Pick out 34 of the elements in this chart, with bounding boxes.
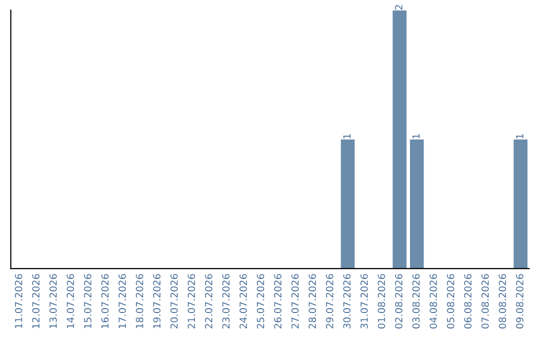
data-label: 1 bbox=[516, 134, 524, 138]
x-tick-label: 17.07.2026 bbox=[118, 274, 126, 328]
x-tick-label: 12.07.2026 bbox=[32, 274, 40, 328]
x-tick-label: 09.08.2026 bbox=[516, 274, 524, 328]
x-tick-label: 26.07.2026 bbox=[274, 274, 282, 328]
x-tick-label: 23.07.2026 bbox=[222, 274, 230, 328]
x-tick-label: 06.08.2026 bbox=[464, 274, 472, 328]
x-tick-label: 21.07.2026 bbox=[188, 274, 196, 328]
x-tick-label: 18.07.2026 bbox=[136, 274, 144, 328]
x-tick-label: 16.07.2026 bbox=[101, 274, 109, 328]
x-tick-label: 14.07.2026 bbox=[66, 274, 74, 328]
x-tick-label: 20.07.2026 bbox=[170, 274, 178, 328]
x-tick-label: 30.07.2026 bbox=[343, 274, 351, 328]
x-tick-label: 27.07.2026 bbox=[291, 274, 299, 328]
x-tick-label: 13.07.2026 bbox=[49, 274, 57, 328]
x-tick-label: 05.08.2026 bbox=[446, 274, 454, 328]
data-label: 2 bbox=[395, 5, 402, 10]
x-tick-label: 04.08.2026 bbox=[430, 274, 437, 328]
x-tick-label: 24.07.2026 bbox=[240, 274, 247, 328]
x-tick-label: 31.07.2026 bbox=[360, 274, 368, 328]
x-tick-label: 08.08.2026 bbox=[498, 274, 506, 328]
x-tick-label: 15.07.2026 bbox=[84, 274, 92, 328]
x-tick-label: 29.07.2026 bbox=[326, 274, 334, 328]
x-tick-label: 28.07.2026 bbox=[308, 274, 316, 328]
x-tick-label: 11.07.2026 bbox=[14, 274, 22, 328]
data-label: 1 bbox=[343, 134, 350, 138]
x-tick-label: 01.08.2026 bbox=[378, 274, 386, 328]
x-tick-label: 07.08.2026 bbox=[481, 274, 489, 328]
x-tick-label: 25.07.2026 bbox=[256, 274, 264, 328]
data-label: 1 bbox=[412, 134, 420, 138]
x-tick-label: 02.08.2026 bbox=[395, 274, 402, 328]
x-tick-label: 19.07.2026 bbox=[153, 274, 160, 328]
x-tick-label: 03.08.2026 bbox=[412, 274, 420, 328]
x-tick-label: 22.07.2026 bbox=[204, 274, 212, 328]
